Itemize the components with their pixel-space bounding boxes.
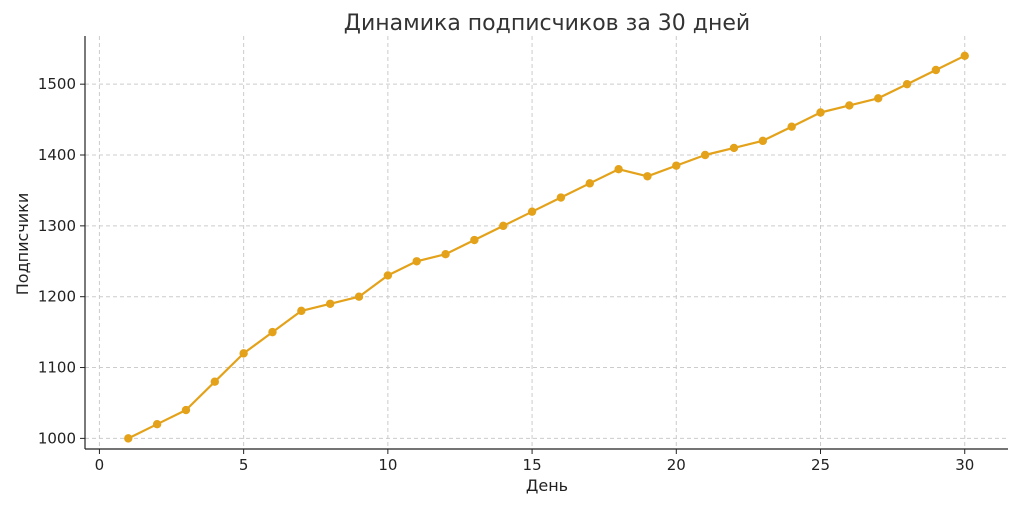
data-point bbox=[441, 249, 450, 259]
data-point bbox=[499, 221, 508, 231]
data-point bbox=[874, 94, 883, 103]
data-point bbox=[816, 108, 825, 117]
data-point bbox=[268, 327, 277, 337]
x-tick-label: 0 bbox=[95, 456, 105, 474]
x-axis-label: День bbox=[526, 476, 568, 495]
x-tick-label: 5 bbox=[239, 456, 249, 474]
data-point bbox=[470, 235, 479, 245]
data-point bbox=[672, 161, 681, 170]
y-tick-label: 1200 bbox=[38, 288, 76, 306]
data-point bbox=[787, 122, 796, 131]
data-point bbox=[297, 306, 306, 316]
axes: 0 5 10 15 20 25 30 1000 1100 1200 1300 1400 1500 bbox=[38, 36, 1008, 474]
data-point bbox=[181, 405, 191, 415]
data-point bbox=[585, 179, 594, 188]
data-point bbox=[383, 271, 393, 280]
x-tick-label: 15 bbox=[523, 456, 542, 474]
y-tick-label: 1500 bbox=[38, 75, 76, 93]
data-point bbox=[758, 136, 768, 146]
series-line bbox=[127, 54, 966, 440]
data-point bbox=[124, 434, 133, 443]
data-point bbox=[643, 172, 652, 181]
x-tick-label: 30 bbox=[955, 456, 974, 474]
data-point bbox=[845, 101, 854, 110]
data-point bbox=[412, 257, 421, 266]
data-point bbox=[614, 164, 623, 174]
data-point bbox=[527, 207, 537, 216]
data-point bbox=[556, 193, 566, 202]
data-point bbox=[931, 65, 941, 75]
data-point bbox=[700, 150, 710, 160]
y-tick-label: 1400 bbox=[38, 146, 76, 164]
data-point bbox=[902, 79, 912, 89]
y-tick-label: 1100 bbox=[38, 359, 76, 377]
x-tick-label: 10 bbox=[378, 456, 397, 474]
data-point bbox=[239, 349, 248, 358]
series-layer bbox=[124, 51, 969, 443]
y-tick-label: 1300 bbox=[38, 217, 76, 235]
y-axis-label: Подписчики bbox=[13, 193, 32, 295]
y-tick-label: 1000 bbox=[38, 429, 76, 447]
x-tick-label: 20 bbox=[667, 456, 686, 474]
data-point bbox=[354, 292, 364, 301]
data-point bbox=[729, 143, 739, 153]
x-tick-label: 25 bbox=[811, 456, 830, 474]
data-point bbox=[210, 377, 219, 386]
data-point bbox=[152, 420, 162, 429]
grid bbox=[85, 36, 1008, 449]
data-point bbox=[960, 51, 969, 61]
chart-title: Динамика подписчиков за 30 дней bbox=[344, 11, 750, 36]
data-point bbox=[325, 299, 335, 308]
